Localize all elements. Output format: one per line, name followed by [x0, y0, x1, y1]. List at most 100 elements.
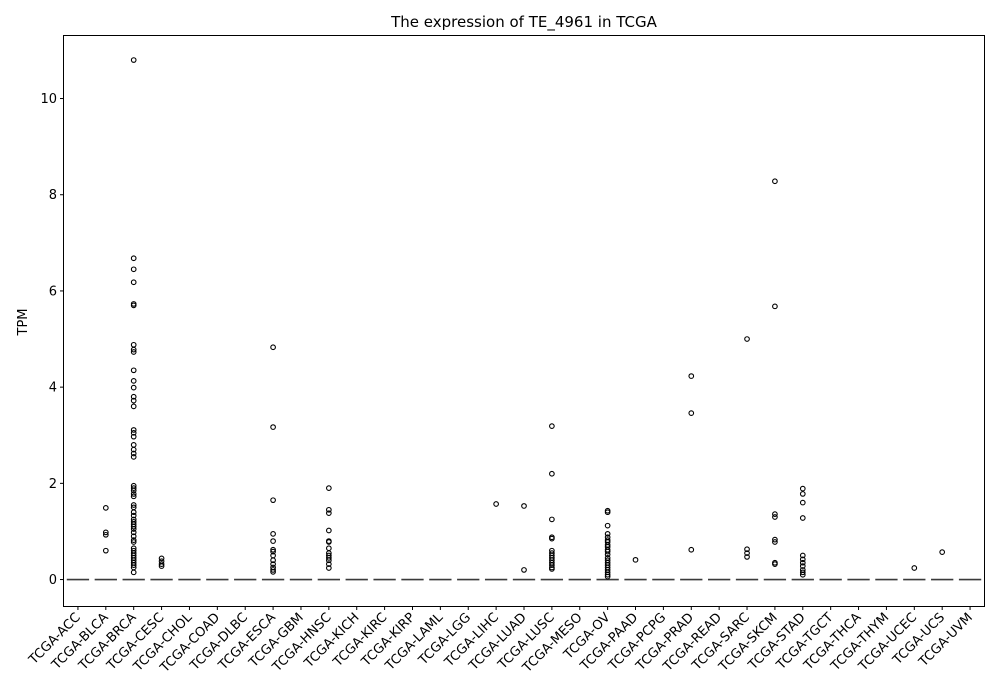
outlier-point — [130, 512, 137, 519]
outlier-point — [744, 336, 750, 342]
y-tick-label: 8 — [49, 188, 57, 203]
outlier-point — [549, 516, 555, 523]
outlier-point — [130, 446, 137, 453]
outlier-point — [772, 539, 778, 545]
outlier-point — [799, 571, 806, 578]
outlier-point — [799, 552, 806, 559]
outlier-point — [130, 529, 137, 536]
outlier-point — [130, 539, 137, 545]
outlier-point — [799, 491, 806, 497]
outlier-point — [325, 510, 332, 517]
outlier-point — [270, 530, 276, 537]
outlier-point — [604, 509, 611, 516]
outlier-point — [521, 567, 527, 573]
outlier-point — [772, 303, 778, 310]
outlier-point — [270, 546, 276, 553]
outlier-point — [799, 556, 806, 563]
outlier-point — [130, 533, 137, 540]
outlier-point — [325, 527, 332, 534]
outlier-point — [744, 554, 750, 560]
outlier-point — [688, 373, 695, 379]
outlier-point — [130, 378, 137, 384]
outlier-point — [130, 433, 137, 440]
outlier-point — [549, 535, 555, 542]
outlier-point — [130, 427, 137, 433]
y-axis: 0 2 4 6 8 10 — [40, 92, 64, 588]
outlier-point — [799, 499, 806, 506]
outlier-point — [772, 514, 778, 520]
outlier-point — [772, 178, 778, 185]
outlier-point — [270, 344, 276, 351]
outlier-point — [130, 537, 137, 543]
outlier-point — [130, 349, 137, 355]
outlier-point — [772, 511, 778, 517]
outlier-point — [130, 403, 137, 410]
outlier-point — [744, 546, 750, 553]
outlier-point — [799, 563, 806, 569]
outlier-point — [772, 536, 778, 543]
outlier-point — [549, 566, 555, 572]
outlier-point — [325, 561, 332, 568]
outlier-point — [939, 549, 946, 555]
plot-marks — [66, 57, 982, 581]
outlier-point — [102, 505, 109, 511]
outlier-point — [549, 423, 555, 429]
outlier-point — [130, 562, 137, 568]
outlier-point — [270, 497, 276, 504]
outlier-point — [130, 429, 137, 436]
outlier-point — [130, 526, 137, 532]
outlier-point — [102, 547, 109, 554]
outlier-point — [604, 530, 611, 537]
outlier-point — [130, 487, 137, 494]
outlier-point — [325, 555, 332, 561]
outlier-point — [604, 573, 611, 580]
outlier-point — [130, 279, 137, 286]
y-tick-label: 2 — [49, 477, 57, 492]
outlier-point — [799, 485, 806, 492]
outlier-point — [549, 562, 555, 568]
outlier-point — [325, 539, 332, 545]
outlier-point — [632, 556, 639, 563]
outlier-point — [130, 454, 137, 460]
y-axis-label: TPM — [16, 309, 31, 337]
outlier-point — [130, 255, 137, 262]
outlier-point — [130, 523, 137, 530]
outlier-point — [744, 550, 750, 556]
outlier-point — [130, 502, 137, 508]
outlier-point — [270, 538, 276, 544]
outlier-point — [130, 346, 137, 353]
outlier-point — [270, 567, 276, 573]
outlier-point — [130, 384, 137, 391]
outlier-point — [102, 531, 109, 538]
outlier-point — [270, 568, 276, 575]
outlier-point — [130, 266, 137, 273]
outlier-point — [772, 561, 778, 568]
outlier-point — [325, 557, 332, 564]
outlier-point — [799, 559, 806, 566]
outlier-point — [130, 450, 137, 457]
outlier-point — [688, 410, 695, 416]
outlier-point — [270, 548, 276, 555]
outlier-point — [130, 367, 137, 374]
y-tick-label: 4 — [49, 381, 57, 396]
outlier-point — [325, 565, 332, 571]
outlier-point — [130, 509, 137, 516]
outlier-point — [521, 503, 527, 509]
outlier-point — [158, 555, 165, 562]
outlier-point — [130, 569, 137, 576]
outlier-point — [270, 557, 276, 564]
outlier-point — [799, 515, 806, 521]
outlier-point — [604, 571, 611, 578]
outlier-point — [130, 485, 137, 492]
outlier-point — [130, 57, 137, 63]
outlier-point — [604, 548, 611, 555]
outlier-point — [493, 501, 499, 507]
outlier-point — [270, 424, 276, 430]
outlier-point — [158, 563, 165, 569]
outlier-point — [130, 491, 137, 497]
outlier-point — [604, 551, 611, 558]
y-tick-label: 0 — [49, 573, 57, 588]
outlier-point — [604, 522, 611, 529]
